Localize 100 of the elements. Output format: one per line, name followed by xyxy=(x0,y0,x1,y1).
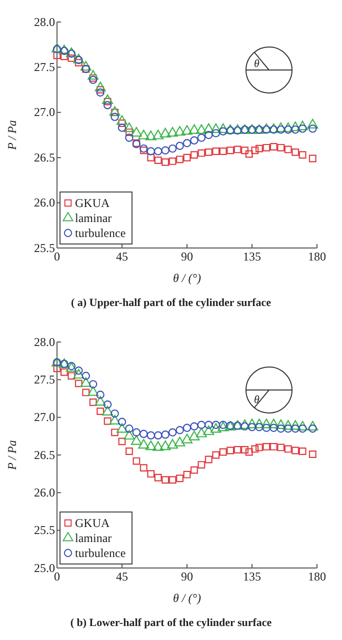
point xyxy=(190,466,198,474)
point xyxy=(270,143,278,150)
point xyxy=(145,440,156,450)
point xyxy=(154,156,162,164)
point xyxy=(89,398,97,406)
point xyxy=(88,386,99,396)
point xyxy=(96,390,104,399)
x-tick-label: 0 xyxy=(54,250,60,264)
point xyxy=(110,409,119,418)
point xyxy=(298,124,307,133)
point xyxy=(130,435,142,445)
point xyxy=(254,418,265,428)
x-tick-label: 45 xyxy=(116,250,128,264)
point xyxy=(161,430,170,439)
point xyxy=(88,380,98,388)
point xyxy=(190,136,198,145)
point xyxy=(275,419,286,430)
point xyxy=(262,144,270,152)
point xyxy=(96,88,104,97)
point xyxy=(60,368,68,376)
point xyxy=(308,124,317,133)
point xyxy=(219,448,227,456)
point xyxy=(308,154,316,162)
point xyxy=(262,424,271,432)
point xyxy=(298,448,306,455)
point xyxy=(239,419,250,430)
text: ( b) Lower-half part of the cylinder surface xyxy=(70,617,272,629)
point xyxy=(248,423,256,432)
point xyxy=(218,420,228,429)
point xyxy=(270,443,278,450)
point xyxy=(94,82,106,92)
point xyxy=(212,129,220,138)
point xyxy=(138,130,150,140)
point xyxy=(260,418,272,428)
x-tick-label: 90 xyxy=(181,570,193,584)
point xyxy=(168,476,176,484)
point xyxy=(130,126,142,137)
y-tick-label: 28.0 xyxy=(34,14,55,29)
point xyxy=(245,448,253,456)
legend-label: turbulence xyxy=(75,226,126,240)
point xyxy=(218,422,229,432)
point xyxy=(298,151,306,159)
point xyxy=(275,122,286,132)
point xyxy=(118,124,126,132)
point xyxy=(140,144,148,153)
point xyxy=(284,146,292,154)
x-axis-title: θ / (°) xyxy=(172,271,202,285)
point xyxy=(147,154,155,162)
point xyxy=(82,372,90,380)
legend-label: laminar xyxy=(75,211,112,225)
point xyxy=(297,120,308,130)
point xyxy=(154,431,162,440)
point xyxy=(196,428,207,438)
y-tick-label: 28.0 xyxy=(34,334,55,349)
point xyxy=(182,424,192,432)
point xyxy=(292,446,300,454)
y-tick-label: 27.0 xyxy=(34,105,55,120)
y-tick-label: 25.5 xyxy=(34,240,55,255)
point xyxy=(68,372,76,380)
point xyxy=(197,420,206,429)
point xyxy=(96,408,104,416)
point xyxy=(212,451,220,459)
x-tick-label: 0 xyxy=(54,570,60,584)
point xyxy=(174,436,186,446)
point xyxy=(168,158,176,165)
point xyxy=(256,144,263,152)
legend-label: GKUA xyxy=(75,516,110,530)
point xyxy=(102,94,114,104)
point xyxy=(68,54,76,62)
point xyxy=(88,70,99,80)
point xyxy=(282,420,294,430)
point xyxy=(146,431,156,440)
point xyxy=(182,434,192,444)
point xyxy=(109,106,120,116)
point xyxy=(126,448,133,455)
y-tick-label: 26.5 xyxy=(34,150,55,164)
point xyxy=(182,125,192,135)
point xyxy=(152,441,164,451)
point xyxy=(256,444,263,452)
point xyxy=(74,58,82,66)
point xyxy=(176,142,184,150)
point xyxy=(297,420,308,431)
point xyxy=(308,424,317,433)
point xyxy=(125,134,134,142)
point xyxy=(111,428,118,436)
y-tick-label: 25.0 xyxy=(34,560,55,575)
point xyxy=(116,423,128,433)
point xyxy=(251,146,259,154)
point xyxy=(124,430,135,440)
point xyxy=(196,124,207,134)
point xyxy=(251,445,259,453)
point xyxy=(52,42,62,53)
point xyxy=(182,139,192,148)
point xyxy=(125,424,134,433)
point xyxy=(154,474,162,482)
point xyxy=(67,50,76,58)
x-tick-label: 180 xyxy=(308,570,326,584)
point xyxy=(167,438,178,449)
point xyxy=(52,45,62,54)
point xyxy=(82,388,90,396)
